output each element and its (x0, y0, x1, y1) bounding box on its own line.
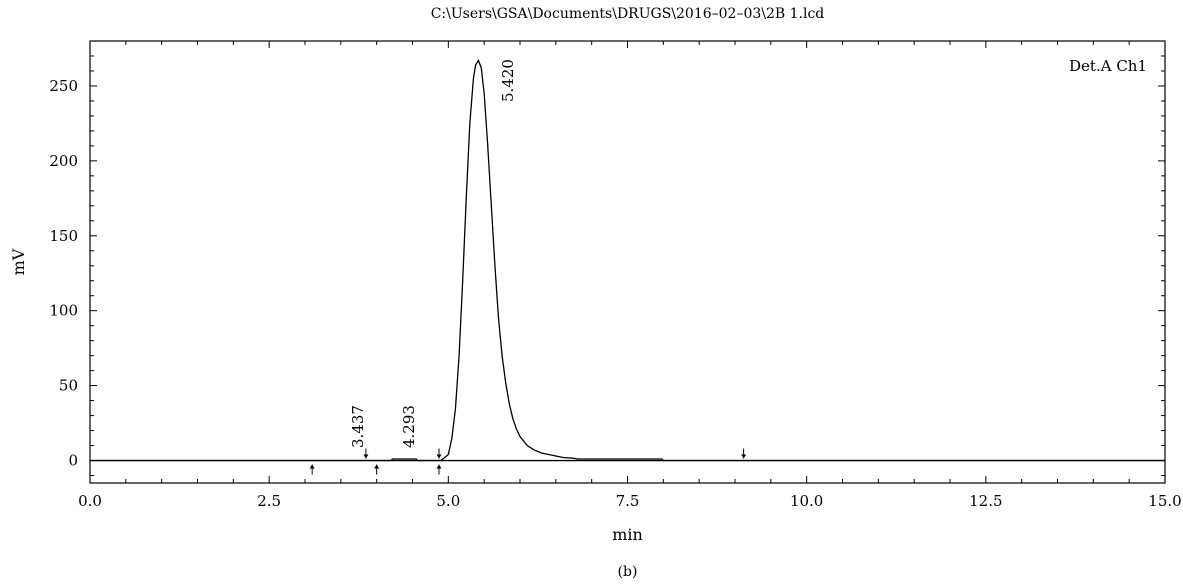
x-tick-label: 0.0 (78, 492, 102, 510)
x-tick-label: 12.5 (969, 492, 1002, 510)
legend-label: Det.A Ch1 (1069, 57, 1147, 75)
y-tick-label: 0 (68, 452, 78, 470)
y-tick-label: 250 (49, 77, 78, 95)
integration-marker-down-head (363, 454, 369, 459)
peak-label: 4.293 (400, 405, 418, 448)
y-tick-label: 100 (49, 302, 78, 320)
x-tick-label: 15.0 (1148, 492, 1181, 510)
plot-frame (89, 40, 1166, 484)
x-axis-title: min (612, 525, 643, 544)
integration-marker-down-head (741, 454, 747, 459)
x-tick-label: 10.0 (790, 492, 823, 510)
panel-label: (b) (618, 564, 638, 580)
x-tick-label: 5.0 (436, 492, 460, 510)
series-line (90, 59, 1165, 462)
y-tick-label: 50 (59, 377, 78, 395)
x-tick-label: 7.5 (616, 492, 640, 510)
y-tick-label: 200 (49, 152, 78, 170)
integration-marker-up-head (309, 464, 315, 469)
chart-title: C:\Users\GSA\Documents\DRUGS\2016–02–03\… (431, 6, 825, 22)
integration-marker-up-head (436, 464, 442, 469)
integration-marker-up-head (374, 464, 380, 469)
y-tick-label: 150 (49, 227, 78, 245)
x-tick-label: 2.5 (257, 492, 281, 510)
y-axis-title: mV (9, 248, 28, 275)
peak-label: 3.437 (349, 405, 367, 448)
integration-marker-down-head (436, 454, 442, 459)
peak-label: 5.420 (499, 59, 517, 102)
